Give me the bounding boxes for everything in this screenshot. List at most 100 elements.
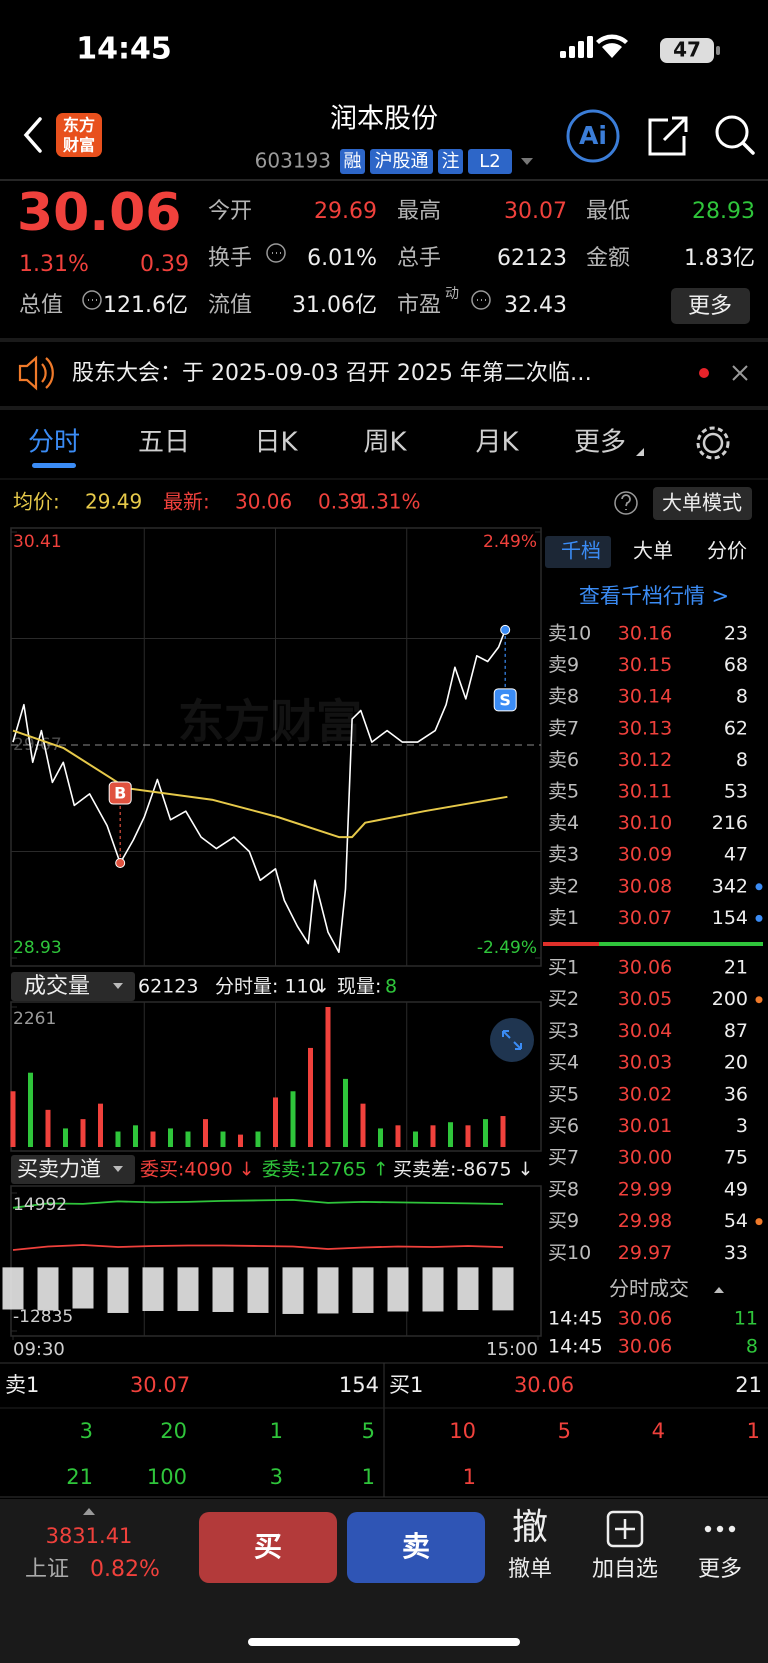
info-icon: [82, 290, 102, 310]
chart-tab[interactable]: 分时: [28, 428, 80, 458]
book-volume: 54: [724, 1210, 748, 1232]
chart-tab[interactable]: 日K: [254, 428, 298, 458]
info-icon: [266, 243, 286, 263]
field-value: 121.6亿: [103, 293, 188, 318]
change: 0.39: [140, 252, 189, 277]
settings-ring: [696, 426, 730, 460]
book-level: 卖10: [548, 623, 591, 645]
volume-bar: [255, 1131, 261, 1147]
order-book-tab[interactable]: 千档: [561, 539, 601, 563]
book-price: 30.09: [618, 844, 672, 866]
trade-badge-label: S: [499, 690, 511, 709]
trade-price: 30.06: [618, 1308, 672, 1330]
chart-tab[interactable]: 周K: [363, 428, 407, 458]
mode-button[interactable]: [653, 487, 752, 520]
force-bar: [107, 1267, 129, 1313]
stock-tag: 沪股通: [375, 151, 429, 172]
search-icon[interactable]: [715, 115, 749, 149]
force-legend: 委卖:12765 ↑: [262, 1159, 389, 1181]
force-bar: [72, 1267, 94, 1309]
expand-button[interactable]: [490, 1018, 534, 1062]
action-label[interactable]: 撤单: [508, 1557, 552, 1582]
order-book-link[interactable]: 查看千档行情 >: [579, 584, 729, 608]
more-button[interactable]: [671, 288, 750, 324]
chart-tab[interactable]: 五日: [138, 428, 190, 458]
bid1-label: 买1: [389, 1373, 423, 1397]
volume-bar: [28, 1072, 33, 1147]
more-dot: [716, 1525, 724, 1533]
action-label[interactable]: 加自选: [592, 1557, 658, 1582]
order-book-tab[interactable]: 分价: [707, 539, 747, 563]
close-icon[interactable]: [732, 365, 748, 381]
ai-button[interactable]: [566, 109, 620, 163]
book-price: 30.13: [618, 717, 672, 739]
tag-bg: [438, 149, 463, 174]
book-price: 30.01: [618, 1115, 672, 1137]
force-legend: 委买:4090 ↓: [140, 1159, 255, 1181]
book-level: 卖4: [548, 812, 579, 834]
book-volume: 87: [724, 1020, 748, 1042]
ask-order-size: 3: [80, 1419, 93, 1443]
signal-bar: [569, 46, 575, 58]
book-level: 卖9: [548, 654, 579, 676]
volume-bar: [185, 1131, 191, 1147]
settings-icon[interactable]: [702, 432, 724, 454]
x-tick-label: 09:30: [13, 1339, 65, 1360]
trade-point: [500, 624, 511, 635]
notice-text: 股东大会：于 2025-09-03 召开 2025 年第二次临…: [72, 361, 592, 386]
book-price: 30.04: [618, 1020, 672, 1042]
book-level: 买3: [548, 1020, 579, 1042]
period-arrow: ↓: [314, 976, 330, 998]
volume-bar: [483, 1119, 488, 1147]
home-indicator: [248, 1638, 520, 1646]
selector-arrow: [113, 1166, 123, 1172]
book-level: 买4: [548, 1052, 579, 1074]
y2-tick-label: 2.49%: [483, 532, 537, 552]
price-line: [12, 729, 508, 839]
book-price: 30.08: [618, 875, 672, 897]
book-volume: 3: [736, 1115, 748, 1137]
volume-bar: [395, 1125, 401, 1147]
field-value: 31.06亿: [292, 293, 377, 318]
buy-button[interactable]: [199, 1512, 337, 1583]
ask1-volume: 154: [339, 1373, 379, 1397]
ask-order-size: 5: [362, 1419, 375, 1443]
stock-name: 润本股份: [330, 104, 438, 135]
last-change: 0.39: [318, 490, 363, 514]
chart-tab[interactable]: 月K: [475, 428, 519, 458]
logo-text: 财富: [62, 136, 95, 155]
book-price: 30.15: [618, 654, 672, 676]
back-button[interactable]: [23, 117, 42, 153]
volume-total: 62123: [138, 976, 198, 998]
stock-tag: L2: [479, 151, 500, 172]
volume-selector[interactable]: [11, 972, 135, 1001]
force-selector[interactable]: [11, 1155, 135, 1184]
book-volume: 75: [724, 1147, 748, 1169]
wifi-icon: [596, 34, 628, 58]
order-book-tab[interactable]: 大单: [633, 539, 673, 563]
field-label: 市盈: [397, 293, 441, 318]
chart-tab[interactable]: 更多: [574, 428, 626, 458]
book-volume: 154: [712, 907, 748, 929]
trade-time: 14:45: [548, 1336, 603, 1358]
field-value: 62123: [497, 246, 567, 271]
cancel-icon: 撤: [512, 1507, 548, 1548]
force-bar: [422, 1267, 444, 1312]
force-bar: [282, 1267, 304, 1314]
field-label: 最高: [397, 199, 441, 224]
current-volume: 8: [385, 976, 397, 998]
force-bar: [247, 1267, 269, 1313]
force-bar: [492, 1267, 514, 1311]
book-price: 30.16: [618, 623, 672, 645]
action-label[interactable]: 更多: [698, 1557, 742, 1582]
book-volume: 62: [724, 717, 748, 739]
share-icon[interactable]: [648, 116, 688, 156]
field-value: 28.93: [692, 199, 755, 224]
volume-bar: [308, 1047, 313, 1147]
book-price: 30.07: [618, 907, 672, 929]
volume-bar: [203, 1119, 208, 1147]
field-label: 最低: [586, 199, 630, 224]
book-level: 卖2: [548, 875, 579, 897]
sell-button[interactable]: [347, 1512, 485, 1583]
force-bar: [457, 1267, 479, 1310]
